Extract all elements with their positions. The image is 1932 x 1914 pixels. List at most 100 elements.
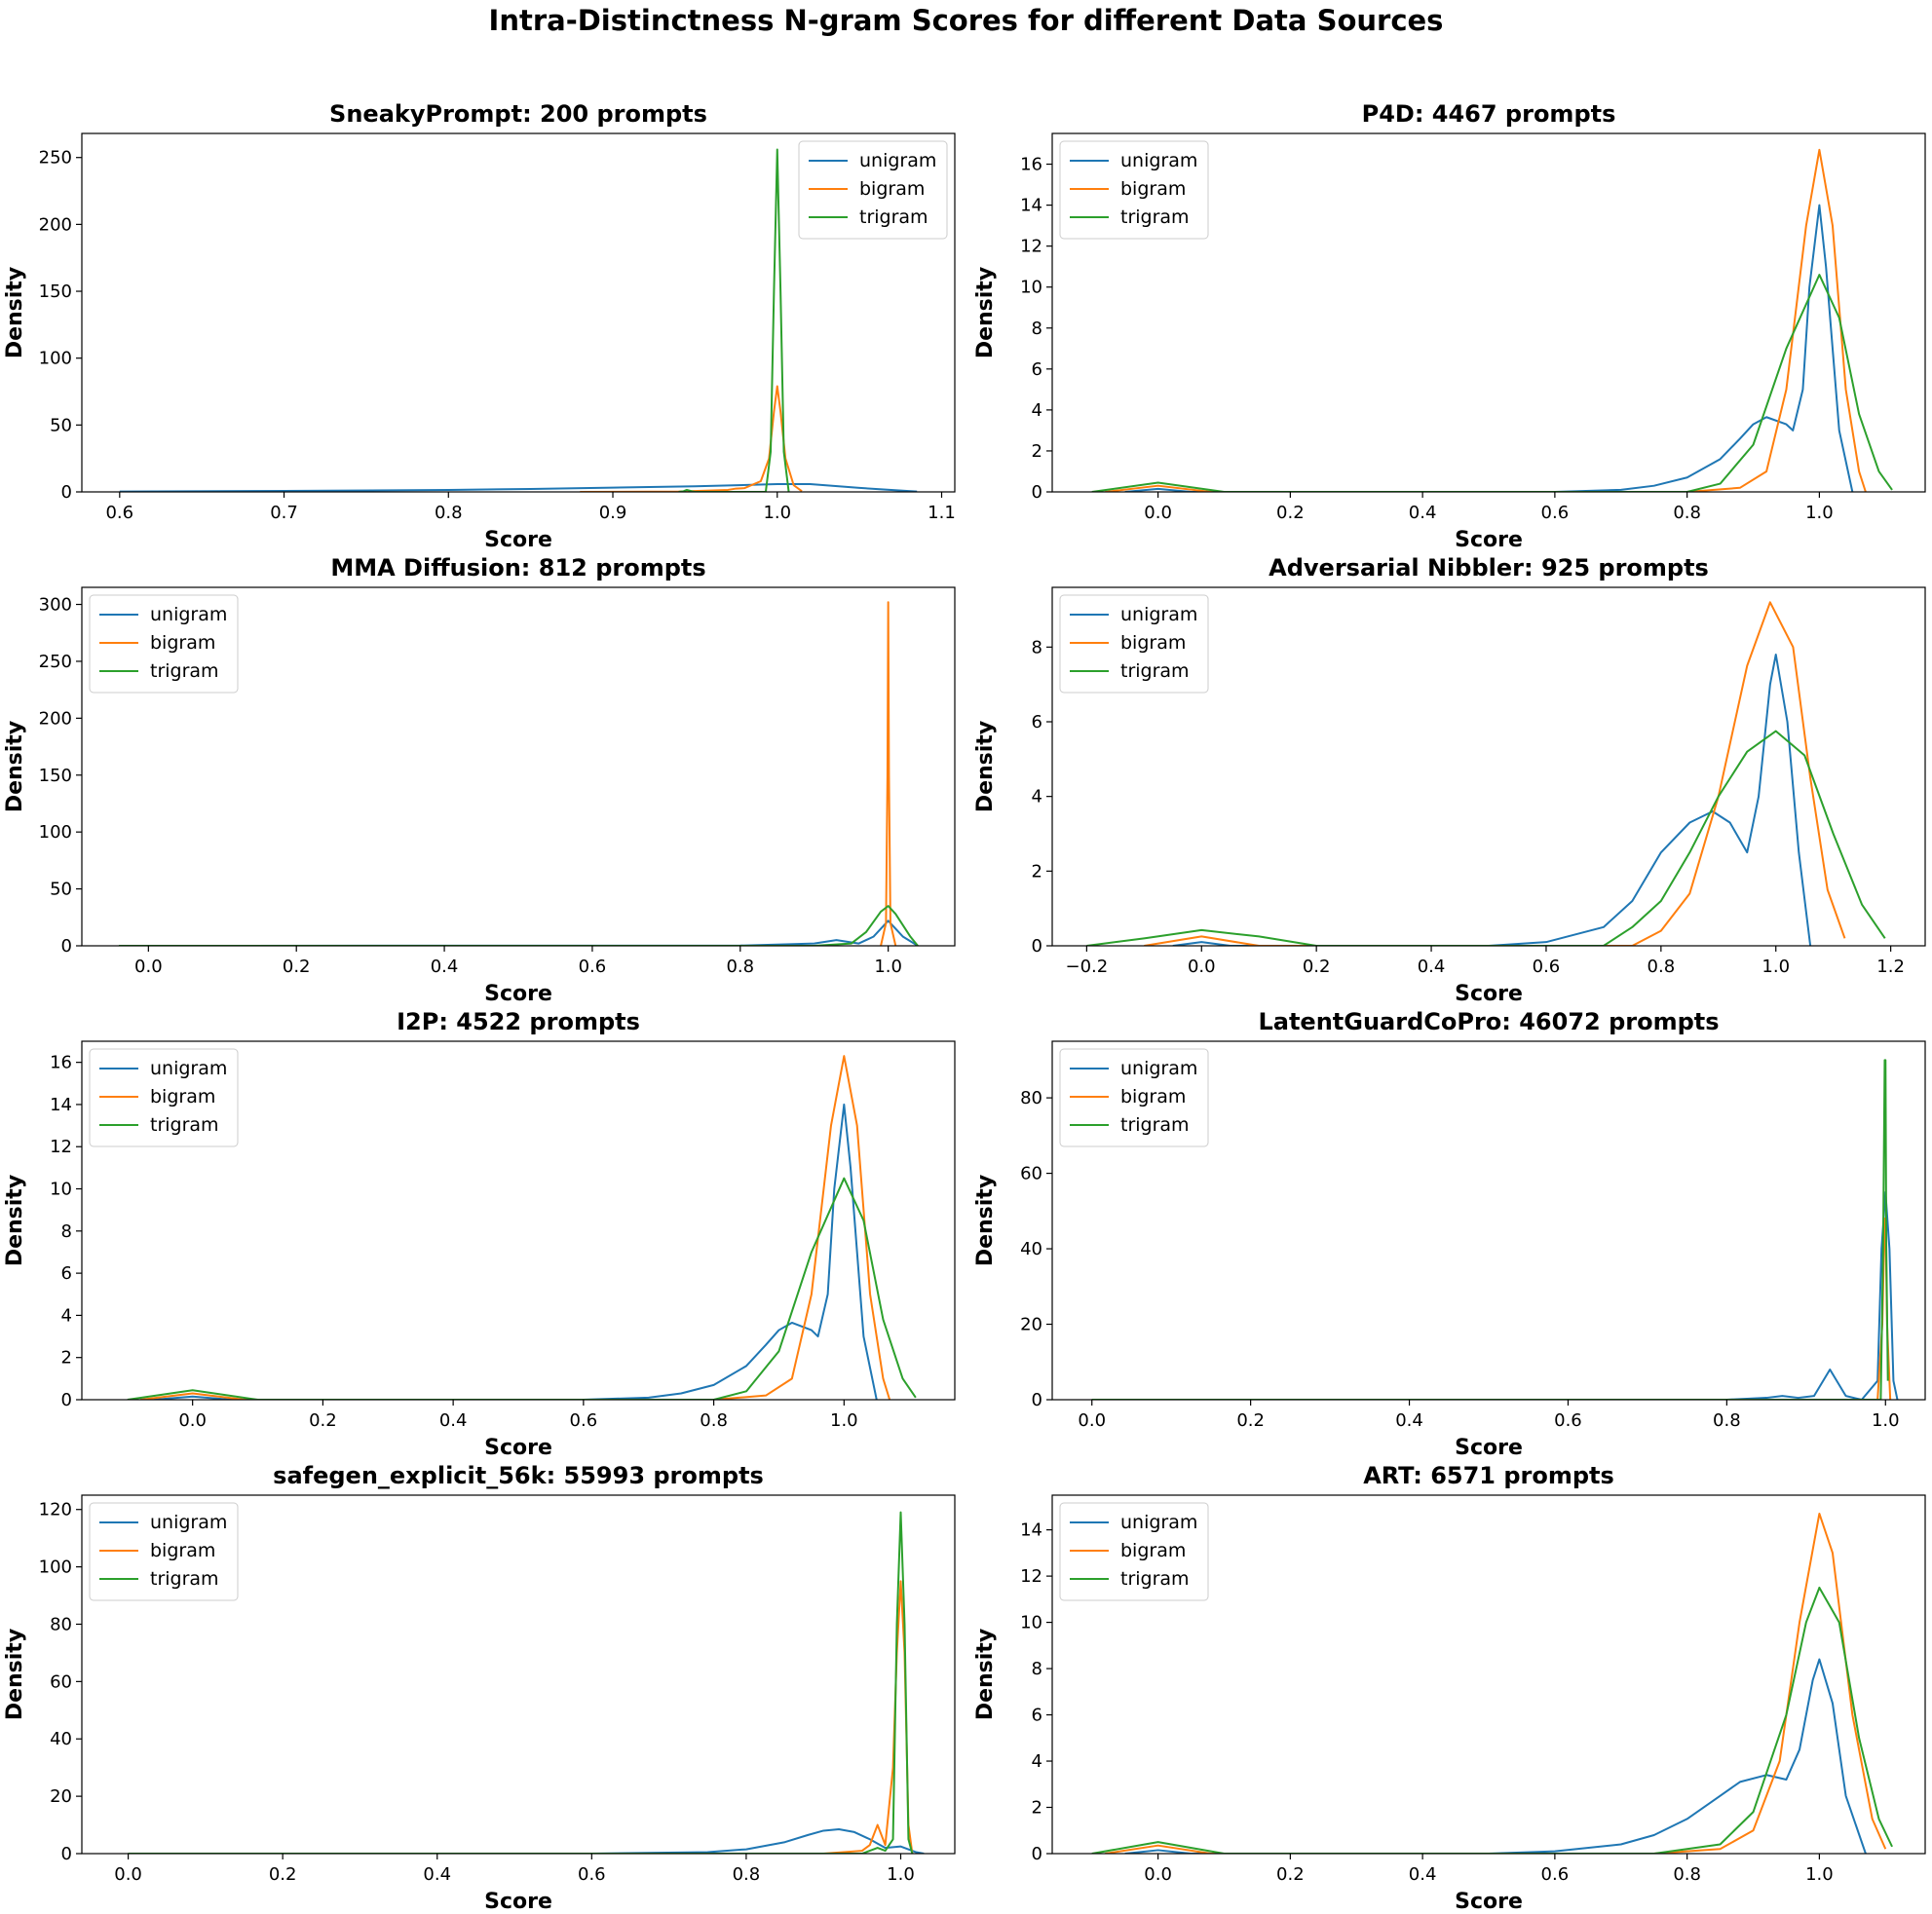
y-tick-label: 60: [50, 1671, 72, 1692]
series-line-unigram: [128, 1827, 925, 1854]
x-tick-label: 0.2: [1236, 1410, 1265, 1431]
y-tick-label: 10: [1020, 1613, 1042, 1633]
subplot-title: safegen_explicit_56k: 55993 prompts: [273, 1462, 764, 1489]
legend-label-trigram: trigram: [150, 660, 219, 682]
legend-box: [798, 140, 948, 240]
legend-label-bigram: bigram: [1120, 632, 1186, 654]
x-tick-label: 0.2: [269, 1864, 297, 1885]
y-axis-label: Density: [973, 721, 998, 812]
y-tick-label: 16: [50, 1053, 72, 1073]
subplot-5: I2P: 4522 prompts 0.0 0.2 0.4 0.6 0.8 1.0 0 2 4 6 8…: [3, 1008, 956, 1460]
x-tick-label: 0.0: [114, 1864, 142, 1885]
y-tick-label: 4: [61, 1305, 72, 1326]
series-line-trigram: [128, 1511, 914, 1854]
x-tick-label: 1.0: [874, 957, 902, 977]
subplot-title: LatentGuardCoPro: 46072 prompts: [1258, 1008, 1719, 1035]
series-line-unigram: [1124, 204, 1854, 492]
y-axis-label: Density: [3, 1629, 27, 1720]
x-tick-label: 0.6: [105, 503, 133, 523]
legend: unigram bigram trigram: [1059, 1502, 1209, 1601]
x-tick-label: 0.2: [283, 957, 311, 977]
legend: unigram bigram trigram: [89, 594, 239, 694]
x-axis-label: Score: [484, 528, 552, 552]
y-axis-label: Density: [973, 1629, 998, 1720]
series-line-unigram: [119, 483, 918, 492]
y-tick-label: 6: [1032, 359, 1042, 380]
subplot-3: MMA Diffusion: 812 prompts 0.0 0.2 0.4 0.6 0.…: [3, 554, 956, 1006]
legend-box: [89, 594, 239, 694]
series-line-unigram: [153, 1103, 878, 1400]
x-tick-label: 0.4: [423, 1864, 451, 1885]
y-tick-label: 2: [61, 1348, 72, 1369]
y-tick-label: 4: [1032, 787, 1042, 807]
y-tick-label: 250: [39, 652, 72, 672]
y-tick-label: 12: [1020, 237, 1042, 257]
x-tick-label: 0.4: [1418, 957, 1446, 977]
y-tick-label: 14: [1020, 1520, 1042, 1541]
x-tick-label: 0.6: [1554, 1410, 1582, 1431]
x-tick-label: 1.0: [830, 1410, 858, 1431]
legend-label-unigram: unigram: [150, 1512, 227, 1533]
x-tick-label: 0.6: [578, 1864, 606, 1885]
series-group: [1086, 601, 1886, 946]
y-axis-label: Density: [3, 721, 27, 812]
x-tick-label: 1.0: [1805, 1864, 1834, 1885]
y-tick-label: 40: [1020, 1239, 1042, 1259]
legend-label-trigram: trigram: [150, 1568, 219, 1590]
x-axis-label: Score: [1455, 1890, 1523, 1914]
x-axis-label: Score: [484, 982, 552, 1006]
legend-label-unigram: unigram: [1120, 1512, 1197, 1533]
x-tick-label: 0.7: [270, 503, 298, 523]
series-line-trigram: [127, 1177, 917, 1400]
y-tick-label: 12: [50, 1137, 72, 1157]
series-group: [1091, 1512, 1893, 1854]
y-tick-label: 16: [1020, 155, 1042, 175]
plot-frame: [81, 1494, 956, 1855]
x-tick-label: 0.8: [1713, 1410, 1741, 1431]
x-axis-label: Score: [1455, 1436, 1523, 1460]
series-line-trigram: [1091, 1059, 1889, 1400]
subplot-1: SneakyPrompt: 200 prompts 0.6 0.7 0.8 0.9 1.0…: [3, 100, 956, 552]
x-tick-label: 1.2: [1876, 957, 1905, 977]
x-axis-label: Score: [484, 1436, 552, 1460]
series-line-bigram: [880, 601, 897, 946]
legend-label-unigram: unigram: [150, 604, 227, 625]
subplot-title: Adversarial Nibbler: 925 prompts: [1269, 554, 1709, 582]
x-tick-label: 0.8: [1673, 1864, 1701, 1885]
x-tick-label: 0.4: [1409, 503, 1437, 523]
x-tick-label: 0.0: [134, 957, 163, 977]
legend-box: [89, 1048, 239, 1147]
y-tick-label: 4: [1032, 1751, 1042, 1772]
x-tick-label: 0.4: [431, 957, 459, 977]
subplot-6: LatentGuardCoPro: 46072 prompts 0.0 0.2 0.4…: [973, 1008, 1926, 1460]
series-line-bigram: [1105, 148, 1867, 492]
y-tick-label: 80: [1020, 1088, 1042, 1108]
series-group: [128, 1511, 925, 1854]
x-tick-label: 0.0: [1188, 957, 1216, 977]
x-tick-label: −0.2: [1066, 957, 1109, 977]
y-tick-label: 50: [50, 880, 72, 900]
y-tick-label: 2: [1032, 861, 1042, 882]
series-line-bigram: [1091, 1218, 1892, 1400]
legend-label-bigram: bigram: [1120, 178, 1186, 200]
legend: unigram bigram trigram: [1059, 594, 1209, 694]
x-tick-label: 1.0: [1872, 1410, 1900, 1431]
y-tick-label: 120: [39, 1500, 72, 1520]
legend-label-trigram: trigram: [859, 206, 928, 228]
y-tick-label: 20: [50, 1786, 72, 1807]
subplot-title: P4D: 4467 prompts: [1362, 100, 1616, 128]
legend-box: [1059, 1502, 1209, 1601]
x-tick-label: 0.9: [599, 503, 627, 523]
series-line-trigram: [1091, 274, 1893, 492]
legend: unigram bigram trigram: [1059, 1048, 1209, 1147]
subplot-8: ART: 6571 prompts 0.0 0.2 0.4 0.6 0.8 1.0 0 2 4 6 8…: [973, 1462, 1926, 1914]
x-tick-label: 0.8: [733, 1864, 761, 1885]
series-group: [127, 1055, 917, 1400]
legend-box: [1059, 140, 1209, 240]
y-tick-label: 8: [1032, 1659, 1042, 1679]
series-line-trigram: [118, 905, 919, 946]
legend: unigram bigram trigram: [89, 1048, 239, 1147]
subplot-title: MMA Diffusion: 812 prompts: [330, 554, 705, 582]
y-tick-label: 10: [50, 1180, 72, 1200]
